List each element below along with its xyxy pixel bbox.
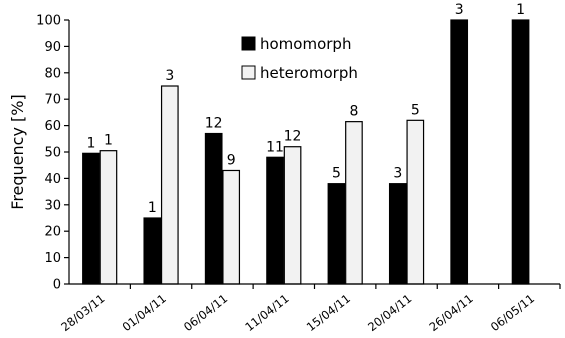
y-tick-label: 100	[36, 14, 61, 29]
y-tick-label: 40	[44, 172, 61, 187]
bar-count-label: 1	[516, 2, 525, 18]
homomorph-bar	[143, 217, 162, 285]
y-tick-label: 20	[44, 225, 61, 240]
homomorph-bar	[266, 156, 284, 285]
heteromorph-bar	[406, 119, 425, 285]
axes	[68, 20, 560, 285]
bar-count-label: 1	[104, 133, 113, 149]
heteromorph-bar	[99, 150, 118, 285]
bar-count-label: 9	[227, 152, 236, 168]
bar-count-label: 1	[148, 200, 157, 216]
bar-count-label: 1	[86, 135, 95, 151]
homomorph-bar	[450, 19, 469, 285]
x-tick-label: 15/04/11	[304, 291, 353, 334]
y-ticks: 0 10 20 30 40 50 60 70 80 90 100	[36, 14, 69, 293]
x-tick-label: 26/04/11	[426, 291, 475, 334]
y-tick-label: 90	[44, 40, 61, 55]
heteromorph-bar	[160, 85, 179, 285]
y-tick-label: 70	[44, 93, 61, 108]
y-tick-label: 0	[53, 278, 61, 293]
x-tick-label: 06/05/11	[488, 291, 537, 334]
homomorph-bar	[327, 183, 346, 285]
heteromorph-bar	[345, 121, 363, 285]
bar-count-label: 12	[205, 116, 223, 132]
bar-count-label: 3	[165, 68, 174, 84]
y-tick-label: 30	[44, 198, 61, 213]
y-axis-label: Frequency [%]	[8, 94, 27, 209]
bar-count-label: 11	[266, 139, 284, 155]
bar-group	[82, 19, 530, 285]
homomorph-bar	[204, 132, 223, 285]
heteromorph-bar	[222, 169, 241, 285]
legend-label: homomorph	[260, 35, 351, 53]
legend: homomorph heteromorph	[241, 35, 358, 82]
x-tick-label: 11/04/11	[242, 291, 291, 334]
legend-label: heteromorph	[260, 64, 358, 82]
bar-count-label: 12	[284, 129, 302, 145]
homomorph-bar	[511, 19, 530, 285]
legend-swatch	[241, 65, 256, 80]
bar-count-label: 3	[455, 2, 464, 18]
bar-count-label: 8	[349, 104, 358, 120]
heteromorph-bar	[283, 146, 302, 285]
x-tick-label: 01/04/11	[120, 291, 169, 334]
bar-count-label: 3	[393, 166, 402, 182]
homomorph-bar	[388, 183, 407, 285]
x-tick-label: 20/04/11	[365, 291, 414, 334]
bar-count-label: 5	[332, 166, 341, 182]
homomorph-bar	[82, 152, 100, 285]
x-tick-label: 28/03/11	[58, 291, 107, 334]
y-tick-label: 60	[44, 119, 61, 134]
x-tick-label: 06/04/11	[181, 291, 230, 334]
y-tick-label: 10	[44, 251, 61, 266]
y-tick-label: 50	[44, 146, 61, 161]
bar-count-label: 5	[411, 102, 420, 118]
x-ticks: 28/03/11 01/04/11 06/04/11 11/04/11 15/04/11…	[58, 284, 561, 334]
y-tick-label: 80	[44, 66, 61, 81]
legend-swatch	[241, 36, 256, 51]
